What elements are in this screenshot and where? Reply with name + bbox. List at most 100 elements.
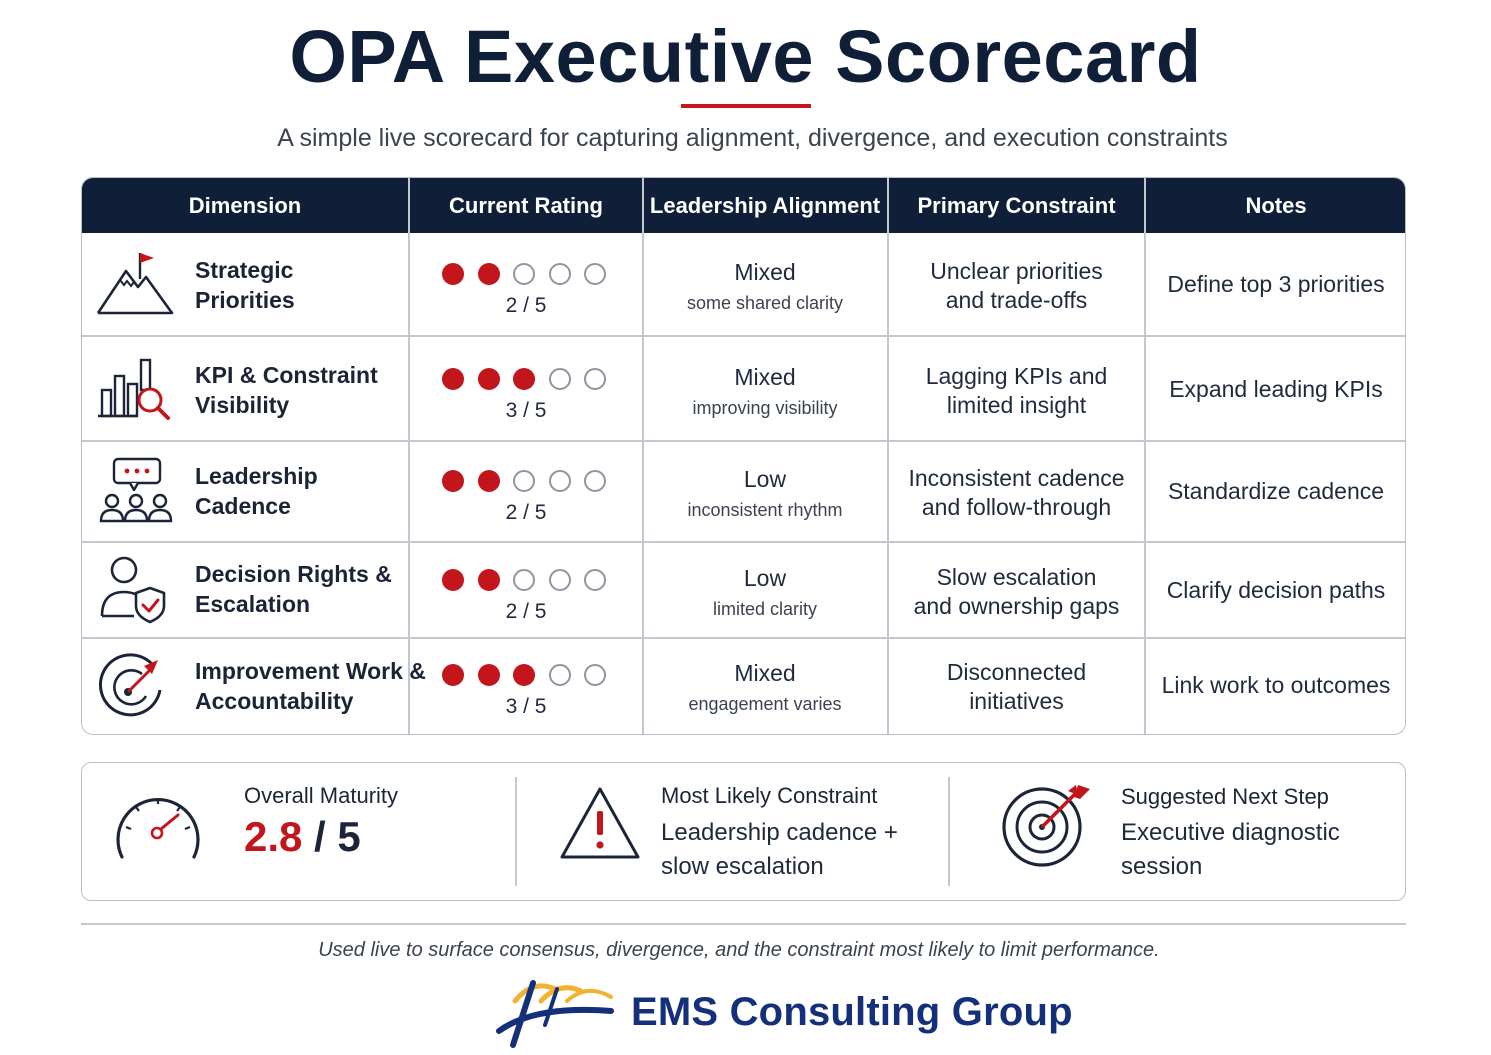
dimension-label-line: Strategic	[195, 257, 294, 283]
dimension-label: KPI & Constraint Visibility	[195, 360, 378, 420]
constraint-line: and follow-through	[921, 494, 1112, 520]
rating-dots	[442, 263, 609, 287]
rating-dots	[442, 664, 609, 688]
rating-dot-filled	[442, 263, 464, 285]
dimension-label-line: Leadership	[195, 463, 318, 489]
alignment-detail: inconsistent rhythm	[687, 500, 843, 520]
primary-constraint: Inconsistent cadence and follow-through	[888, 464, 1145, 522]
summary-divider	[948, 777, 950, 886]
constraint-line: and ownership gaps	[913, 593, 1120, 619]
rating-dot-empty	[584, 470, 606, 492]
circular-arrow-target-icon	[98, 653, 162, 717]
rating-dot-empty	[513, 470, 535, 492]
table-row: Improvement Work & Accountability 3 / 5 …	[82, 638, 1405, 734]
rating-dot-filled	[477, 569, 500, 591]
rating-dot-empty	[513, 569, 535, 591]
constraint-text-line: Leadership cadence +	[661, 819, 898, 846]
maturity-value: 2.8	[244, 813, 303, 860]
rating-dot-empty	[584, 368, 606, 390]
rating-dot-filled	[442, 664, 464, 686]
rating-dot-empty	[584, 569, 606, 591]
row-divider	[82, 440, 1405, 442]
constraint-text-line: slow escalation	[661, 853, 824, 880]
rating-dot-empty	[584, 263, 606, 285]
constraint-line: Lagging KPIs and	[925, 363, 1108, 389]
header-primary-constraint: Primary Constraint	[917, 193, 1116, 218]
rating-dot-filled	[442, 470, 464, 492]
alignment-level: Mixed	[734, 259, 796, 285]
rating-value: 3 / 5	[505, 695, 547, 718]
rating-dot-empty	[584, 664, 606, 686]
rating-dots	[442, 569, 609, 593]
alignment-detail: some shared clarity	[686, 293, 844, 313]
warning-triangle-icon	[560, 787, 640, 859]
rating-value: 2 / 5	[505, 294, 547, 317]
alignment-level: Low	[743, 565, 787, 591]
rating-dot-empty	[548, 263, 571, 285]
row-note: Define top 3 priorities	[1167, 271, 1385, 297]
constraint-line: Disconnected	[946, 659, 1087, 685]
rating-value: 3 / 5	[505, 399, 547, 422]
constraint-line: Slow escalation	[936, 564, 1097, 590]
alignment-level: Mixed	[734, 364, 796, 390]
table-row: KPI & Constraint Visibility 3 / 5 Mixed …	[82, 336, 1405, 440]
table-header: Dimension Current Rating Leadership Alig…	[82, 178, 1405, 233]
alignment-detail: improving visibility	[692, 398, 838, 418]
row-divider	[82, 637, 1405, 639]
rating-value: 2 / 5	[505, 600, 547, 623]
row-divider	[82, 541, 1405, 543]
summary-panel: Overall Maturity 2.8 / 5 Most Likely Con…	[81, 762, 1406, 901]
rating-dot-filled	[442, 569, 464, 591]
dimension-label-line: Visibility	[195, 392, 290, 418]
primary-constraint: Slow escalation and ownership gaps	[888, 563, 1145, 621]
rating-dot-filled	[477, 368, 500, 390]
rating-dot-empty	[548, 664, 571, 686]
table-row: Decision Rights & Escalation 2 / 5 Low l…	[82, 542, 1405, 637]
dimension-label-line: KPI & Constraint	[195, 362, 378, 388]
footer-note: Used live to surface consensus, divergen…	[318, 939, 1160, 961]
row-note: Standardize cadence	[1167, 478, 1385, 504]
rating-dot-empty	[548, 368, 571, 390]
row-note: Clarify decision paths	[1166, 577, 1386, 603]
dimension-label-line: Priorities	[195, 287, 295, 313]
row-note: Expand leading KPIs	[1169, 376, 1383, 402]
dimension-label: Leadership Cadence	[195, 461, 318, 521]
column-divider	[887, 178, 889, 734]
summary-divider	[515, 777, 517, 886]
constraint-line: and trade-offs	[945, 287, 1088, 313]
scorecard-table: Dimension Current Rating Leadership Alig…	[81, 177, 1406, 735]
team-chat-icon	[99, 457, 173, 523]
bar-chart-magnifier-icon	[98, 358, 170, 420]
footer-divider	[81, 923, 1406, 925]
target-arrow-icon	[1002, 785, 1090, 867]
rating-dot-filled	[513, 664, 535, 686]
dimension-label-line: Improvement Work &	[195, 658, 426, 684]
table-row: Strategic Priorities 2 / 5 Mixed some sh…	[82, 233, 1405, 335]
speedometer-icon	[116, 798, 200, 859]
rating-dot-filled	[442, 368, 464, 390]
header-current-rating: Current Rating	[449, 193, 603, 218]
next-step-text-line: Executive diagnostic	[1121, 819, 1340, 846]
maturity-suffix: / 5	[302, 813, 361, 860]
constraint-label: Most Likely Constraint	[661, 783, 878, 808]
column-divider	[408, 178, 410, 734]
dimension-label-line: Escalation	[195, 591, 311, 617]
constraint-line: Inconsistent cadence	[908, 465, 1125, 491]
page-title: OPA Executive Scorecard	[289, 15, 1202, 98]
header-leadership-alignment: Leadership Alignment	[649, 193, 881, 218]
dimension-label: Improvement Work & Accountability	[195, 656, 426, 716]
page-subtitle: A simple live scorecard for capturing al…	[277, 124, 1228, 152]
title-underline	[681, 104, 811, 108]
primary-constraint: Disconnected initiatives	[888, 658, 1145, 716]
rating-dots	[442, 470, 609, 494]
row-note: Link work to outcomes	[1161, 672, 1391, 698]
rating-dot-empty	[548, 569, 571, 591]
next-step-label: Suggested Next Step	[1121, 784, 1329, 809]
header-notes: Notes	[1245, 193, 1307, 218]
rating-value: 2 / 5	[505, 501, 547, 524]
rating-dot-filled	[477, 664, 500, 686]
ems-logo-icon	[496, 980, 614, 1048]
mountain-flag-icon	[96, 253, 174, 315]
maturity-label: Overall Maturity	[244, 783, 399, 808]
primary-constraint: Unclear priorities and trade-offs	[888, 257, 1145, 315]
